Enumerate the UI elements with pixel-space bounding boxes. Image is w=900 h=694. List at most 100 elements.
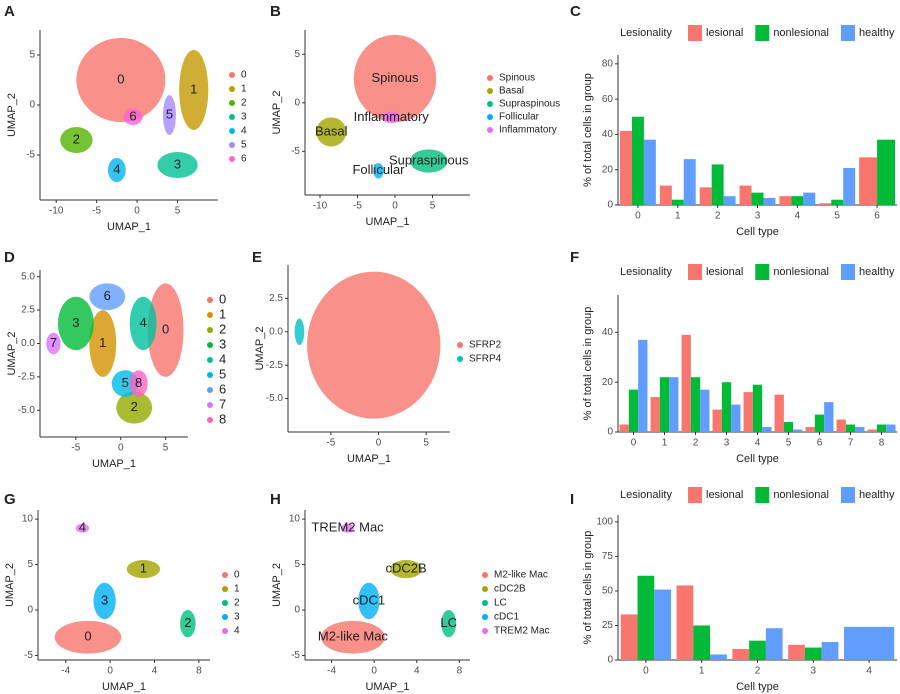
cluster-label: 8 <box>135 375 142 390</box>
x-axis-title: Cell type <box>736 453 779 465</box>
panel-letter: B <box>270 3 281 20</box>
cell-cluster <box>126 560 161 579</box>
x-axis-title: UMAP_1 <box>365 216 409 228</box>
cell-cluster <box>54 620 122 654</box>
cell-cluster <box>410 149 448 173</box>
bar <box>843 167 856 205</box>
legend-label: 6 <box>241 154 247 165</box>
legend-swatch <box>457 356 463 362</box>
bar <box>765 628 783 660</box>
x-tick-label: 0 <box>371 666 377 677</box>
y-tick-label: 75 <box>602 551 614 562</box>
legend-swatch <box>482 572 488 578</box>
bar <box>721 382 732 432</box>
bar <box>671 199 684 205</box>
x-tick-label: 3 <box>811 666 817 677</box>
x-tick-label: 0 <box>118 443 124 454</box>
bar <box>683 159 696 205</box>
legend-label: 7 <box>219 396 226 411</box>
legend-swatch <box>222 586 228 592</box>
cluster-label: 0 <box>162 322 169 337</box>
cluster-label: Basal <box>315 123 348 138</box>
legend-label: Supraspinous <box>499 99 560 110</box>
y-tick-label: 0 <box>294 97 300 108</box>
y-tick-label: 25 <box>602 620 614 631</box>
x-axis-title: Cell type <box>736 681 779 693</box>
bar <box>628 389 639 432</box>
y-axis-title: UMAP_2 <box>271 90 283 134</box>
y-axis-title: % of total cells in group <box>582 531 594 645</box>
y-tick-label: 80 <box>602 58 614 69</box>
legend-swatch <box>207 327 213 333</box>
bar <box>804 647 822 660</box>
bar <box>886 424 896 432</box>
x-axis-title: Cell type <box>736 226 779 238</box>
legend-label: lesional <box>706 489 743 501</box>
legend-swatch <box>482 614 488 620</box>
legend-label: Basal <box>499 86 524 97</box>
x-tick-label: -5 <box>326 438 335 449</box>
x-tick-label: 7 <box>848 438 854 449</box>
x-tick-label: 1 <box>662 438 668 449</box>
legend-label: LC <box>494 598 507 609</box>
cluster-label: 1 <box>140 561 147 576</box>
legend-swatch <box>207 387 213 393</box>
legend-swatch <box>229 156 235 162</box>
x-tick-label: 5 <box>430 201 436 212</box>
cluster-label: 0 <box>117 71 124 86</box>
x-tick-label: 2 <box>755 666 761 677</box>
cell-cluster <box>129 296 157 351</box>
legend-label: nonlesional <box>773 489 829 501</box>
cell-cluster <box>57 296 94 351</box>
cluster-label: Follicular <box>352 162 405 177</box>
legend-label: 4 <box>241 126 247 137</box>
x-tick-label: 8 <box>457 666 463 677</box>
cell-cluster <box>180 610 196 638</box>
panel-letter: H <box>270 491 281 508</box>
y-tick-label: -2.5 <box>18 372 36 383</box>
x-tick-label: 4 <box>755 438 761 449</box>
bar <box>699 187 712 205</box>
cell-cluster <box>382 111 401 124</box>
legend-label: 1 <box>234 584 240 595</box>
x-tick-label: -4 <box>327 666 336 677</box>
x-tick-label: 1 <box>699 666 705 677</box>
x-tick-label: 5 <box>834 211 840 222</box>
cluster-label: 1 <box>99 335 106 350</box>
legend-label: 1 <box>219 306 226 321</box>
legend-label: 4 <box>219 351 226 366</box>
cell-cluster <box>129 370 148 397</box>
bar <box>712 409 722 432</box>
legend-swatch <box>222 572 228 578</box>
bar <box>723 196 736 205</box>
cell-cluster <box>162 95 176 135</box>
legend-swatch <box>207 372 213 378</box>
cell-cluster <box>60 127 93 153</box>
legend-label: SFRP4 <box>469 354 502 365</box>
bar <box>751 192 764 205</box>
cell-cluster <box>320 620 385 654</box>
legend-swatch <box>755 264 770 280</box>
legend-label: 2 <box>234 598 240 609</box>
legend-swatch <box>229 142 235 148</box>
cluster-label: Supraspinous <box>389 152 469 167</box>
x-tick-label: 8 <box>879 438 885 449</box>
y-tick-label: 20 <box>602 164 614 175</box>
panel-letter: I <box>570 491 574 508</box>
legend-title: Lesionality <box>620 27 672 39</box>
legend-label: lesional <box>706 27 743 39</box>
bar <box>620 614 638 660</box>
legend-label: nonlesional <box>773 266 829 278</box>
legend-label: 3 <box>219 336 226 351</box>
cell-cluster <box>358 582 380 620</box>
legend-swatch <box>482 628 488 634</box>
y-axis-title: % of total cells in group <box>582 73 594 187</box>
x-tick-label: 0 <box>134 206 140 217</box>
cell-cluster <box>107 158 126 182</box>
y-tick-label: -5.0 <box>18 405 36 416</box>
legend-label: 6 <box>219 381 226 396</box>
legend-swatch <box>755 25 770 41</box>
y-tick-label: 0 <box>294 605 300 616</box>
legend-label: 0 <box>234 570 240 581</box>
